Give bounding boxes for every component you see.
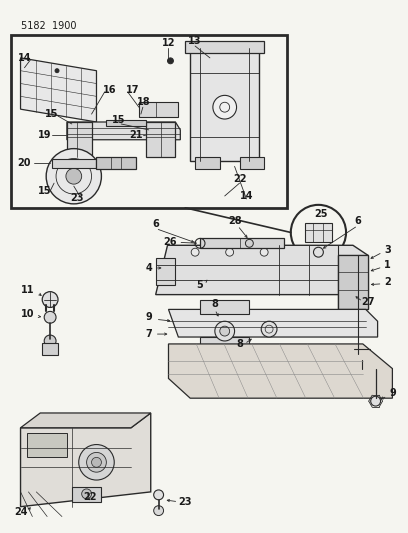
- Polygon shape: [185, 41, 264, 53]
- Polygon shape: [239, 157, 264, 169]
- Text: 22: 22: [83, 492, 96, 502]
- Circle shape: [79, 445, 114, 480]
- Bar: [11, 35, 287, 208]
- Polygon shape: [200, 337, 249, 349]
- Circle shape: [356, 348, 368, 360]
- Text: 28: 28: [228, 216, 242, 225]
- Polygon shape: [67, 122, 180, 140]
- Circle shape: [213, 95, 237, 119]
- Polygon shape: [338, 255, 368, 310]
- Circle shape: [220, 326, 230, 336]
- Polygon shape: [156, 245, 368, 295]
- Circle shape: [46, 149, 102, 204]
- Polygon shape: [106, 120, 146, 126]
- Polygon shape: [169, 310, 377, 337]
- Polygon shape: [20, 413, 151, 428]
- Circle shape: [246, 239, 253, 247]
- Text: 25: 25: [315, 209, 328, 219]
- Text: 6: 6: [152, 219, 159, 229]
- Text: 4: 4: [145, 263, 152, 273]
- Text: 15: 15: [38, 186, 51, 196]
- Text: 7: 7: [145, 329, 152, 339]
- Circle shape: [86, 453, 106, 472]
- Circle shape: [154, 506, 164, 515]
- Polygon shape: [139, 102, 178, 117]
- Text: 23: 23: [70, 193, 84, 203]
- Text: 13: 13: [188, 36, 202, 46]
- Circle shape: [154, 490, 164, 500]
- Circle shape: [168, 58, 173, 64]
- Text: 3: 3: [384, 245, 391, 255]
- Text: 27: 27: [361, 296, 375, 306]
- Circle shape: [42, 292, 58, 308]
- Text: 1: 1: [384, 260, 391, 270]
- Polygon shape: [67, 122, 91, 157]
- Text: 6: 6: [355, 216, 361, 225]
- Polygon shape: [190, 48, 259, 161]
- Text: 23: 23: [179, 497, 192, 507]
- Polygon shape: [200, 300, 249, 314]
- Text: 15: 15: [113, 115, 126, 125]
- Circle shape: [44, 335, 56, 347]
- Text: 10: 10: [21, 309, 34, 319]
- Text: 9: 9: [389, 388, 396, 398]
- Polygon shape: [27, 433, 67, 457]
- Text: 12: 12: [162, 38, 175, 48]
- Text: 9: 9: [145, 312, 152, 322]
- Polygon shape: [200, 238, 284, 248]
- Text: 16: 16: [102, 85, 116, 95]
- Polygon shape: [72, 487, 102, 502]
- Polygon shape: [20, 413, 151, 507]
- Polygon shape: [20, 58, 96, 122]
- Text: 2: 2: [384, 277, 391, 287]
- Text: 5: 5: [197, 280, 204, 290]
- Circle shape: [44, 311, 56, 323]
- Polygon shape: [338, 255, 368, 310]
- Text: 11: 11: [21, 285, 34, 295]
- Polygon shape: [96, 157, 136, 169]
- Polygon shape: [58, 168, 67, 175]
- Circle shape: [261, 321, 277, 337]
- Text: 15: 15: [45, 109, 59, 119]
- Circle shape: [66, 168, 82, 184]
- Polygon shape: [71, 182, 85, 187]
- Polygon shape: [305, 223, 332, 243]
- Text: 14: 14: [239, 191, 253, 201]
- Text: 18: 18: [137, 97, 151, 107]
- Circle shape: [55, 69, 59, 72]
- Polygon shape: [169, 344, 392, 398]
- Polygon shape: [42, 343, 58, 355]
- Circle shape: [215, 321, 235, 341]
- Text: 17: 17: [126, 85, 140, 95]
- Circle shape: [371, 396, 381, 406]
- Text: 5182  1900: 5182 1900: [20, 21, 76, 31]
- Polygon shape: [58, 177, 67, 184]
- Text: 14: 14: [18, 53, 31, 63]
- Text: 20: 20: [18, 158, 31, 168]
- Polygon shape: [146, 122, 175, 157]
- Polygon shape: [87, 172, 91, 181]
- Circle shape: [82, 489, 91, 499]
- Text: 26: 26: [164, 237, 177, 247]
- Text: 21: 21: [129, 130, 143, 140]
- Text: 22: 22: [233, 174, 246, 184]
- Circle shape: [260, 248, 268, 256]
- Text: 24: 24: [14, 506, 27, 516]
- Polygon shape: [71, 166, 85, 170]
- Polygon shape: [195, 157, 220, 169]
- Circle shape: [191, 248, 199, 256]
- Text: 8: 8: [211, 300, 218, 310]
- Polygon shape: [156, 258, 175, 285]
- Circle shape: [226, 248, 234, 256]
- Circle shape: [91, 457, 102, 467]
- Text: 19: 19: [38, 130, 51, 140]
- Text: 8: 8: [236, 339, 243, 349]
- Polygon shape: [52, 159, 96, 168]
